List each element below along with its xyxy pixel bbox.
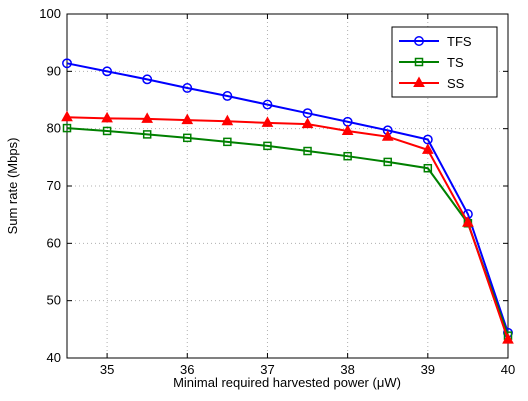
legend-ts-label: TS bbox=[447, 55, 464, 70]
x-tick-label: 37 bbox=[260, 362, 274, 377]
series-ss-point bbox=[261, 116, 274, 127]
x-axis-label: Minimal required harvested power (μW) bbox=[173, 375, 401, 390]
series-ts-point bbox=[423, 163, 433, 173]
series-tfs-point bbox=[222, 91, 233, 101]
y-tick-label: 80 bbox=[47, 121, 61, 136]
series-ss-point bbox=[462, 216, 474, 227]
series-ss-point bbox=[141, 112, 154, 123]
series-ss-point bbox=[301, 117, 314, 129]
y-tick-label: 50 bbox=[47, 293, 61, 308]
series-tfs-point bbox=[102, 66, 113, 77]
series-ss-point bbox=[61, 110, 73, 122]
series-ts-point bbox=[263, 141, 272, 151]
series-ts-point bbox=[102, 126, 112, 136]
series-ts-point bbox=[303, 146, 312, 156]
series-ts-point bbox=[62, 123, 72, 133]
y-tick-label: 60 bbox=[47, 235, 61, 250]
series-tfs-point bbox=[302, 108, 313, 119]
series-ss-point bbox=[101, 111, 113, 123]
series-tfs-point bbox=[62, 58, 72, 69]
series-ts-point bbox=[142, 130, 152, 139]
series-ss-point bbox=[341, 124, 354, 135]
series-ss-point bbox=[502, 333, 514, 344]
axes: 35 36 37 38 39 40 40 50 60 70 80 90 100 bbox=[39, 6, 515, 377]
plot-frame bbox=[66, 13, 509, 359]
legend: TFS TS SS bbox=[391, 26, 498, 98]
legend-ts-marker bbox=[414, 57, 424, 67]
y-axis-label: Sum rate (Mbps) bbox=[5, 138, 20, 235]
series-ss-point bbox=[381, 130, 394, 141]
x-tick-label: 36 bbox=[180, 362, 194, 377]
series-ts-point bbox=[223, 137, 232, 147]
x-tick-label: 40 bbox=[501, 362, 515, 377]
series-tfs bbox=[62, 58, 513, 338]
series-ts bbox=[62, 123, 513, 340]
series-tfs-line bbox=[66, 62, 509, 334]
series-ts-point bbox=[183, 133, 192, 143]
series-ts-point bbox=[343, 151, 352, 161]
x-tick-label: 39 bbox=[421, 362, 435, 377]
series-ss bbox=[61, 110, 514, 344]
y-tick-label: 40 bbox=[47, 350, 61, 365]
series-ts-point bbox=[383, 157, 392, 167]
series-tfs-point bbox=[262, 99, 273, 110]
series-ts-line bbox=[66, 127, 509, 336]
y-tick-label: 100 bbox=[39, 6, 61, 21]
x-tick-label: 35 bbox=[100, 362, 114, 377]
y-tick-label: 90 bbox=[47, 63, 61, 78]
legend-ss-marker bbox=[413, 76, 425, 87]
series-tfs-point bbox=[182, 83, 193, 93]
series-ss-point bbox=[221, 114, 234, 126]
series-ss-line bbox=[66, 116, 509, 340]
series-ss-point bbox=[421, 143, 434, 154]
legend-tfs-label: TFS bbox=[447, 34, 472, 49]
series-layer bbox=[61, 58, 514, 344]
legend-tfs-marker bbox=[414, 36, 424, 46]
legend-ss-label: SS bbox=[447, 76, 465, 91]
series-ss-point bbox=[181, 113, 194, 125]
y-tick-label: 70 bbox=[47, 178, 61, 193]
series-tfs-point bbox=[142, 74, 153, 85]
x-tick-label: 38 bbox=[340, 362, 354, 377]
